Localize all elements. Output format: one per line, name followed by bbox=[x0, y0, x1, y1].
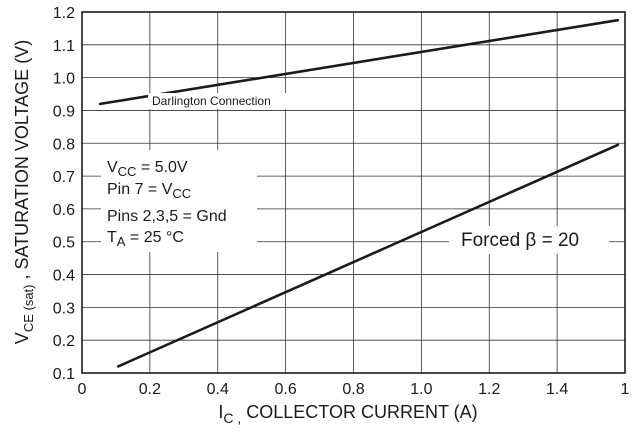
y-axis-tick-labels: 0.1 0.2 0.3 0.4 0.5 0.6 0.7 0.8 0.9 1.0 1.1 1.2 bbox=[53, 5, 75, 383]
condition-pins: Pins 2,3,5 = Gnd bbox=[107, 208, 227, 225]
y-tick-label: 0.3 bbox=[53, 300, 75, 317]
y-axis-title: VCE (sat) , SATURATION VOLTAGE (V) bbox=[12, 40, 36, 344]
darlington-label-background bbox=[148, 93, 292, 109]
y-tick-label: 0.9 bbox=[53, 103, 75, 120]
x-axis-title: IC , COLLECTOR CURRENT (A) bbox=[218, 402, 477, 426]
condition-pin7: Pin 7 = VCC bbox=[107, 181, 191, 201]
condition-vcc: VCC = 5.0V bbox=[107, 159, 188, 179]
y-tick-label: 0.2 bbox=[53, 333, 75, 350]
y-tick-label: 1.1 bbox=[53, 38, 75, 55]
y-tick-label: 0.5 bbox=[53, 235, 75, 252]
x-tick-label: 1.2 bbox=[478, 381, 500, 398]
y-axis-title-rest: , SATURATION VOLTAGE (V) bbox=[12, 40, 32, 285]
y-tick-label: 0.8 bbox=[53, 136, 75, 153]
forced-beta-label: Forced β = 20 bbox=[461, 230, 579, 251]
x-axis-tick-labels: 0 0.2 0.4 0.6 0.8 1.0 1.2 1.4 1 bbox=[78, 381, 630, 398]
x-tick-label: 1 bbox=[621, 381, 630, 398]
conditions-box-background bbox=[101, 150, 257, 252]
y-axis-title-main: V bbox=[12, 332, 32, 344]
darlington-connection-label: Darlington Connection bbox=[152, 94, 271, 108]
y-tick-label: 0.7 bbox=[53, 169, 75, 186]
x-tick-label: 0.4 bbox=[207, 381, 229, 398]
x-tick-label: 0.8 bbox=[342, 381, 364, 398]
conditions-box: VCC = 5.0V Pin 7 = VCC Pins 2,3,5 = Gnd … bbox=[107, 159, 227, 249]
x-tick-label: 0.6 bbox=[275, 381, 297, 398]
x-tick-label: 1.0 bbox=[410, 381, 432, 398]
y-tick-label: 1.0 bbox=[53, 71, 75, 88]
forced-beta-label-background bbox=[449, 226, 609, 254]
condition-ta-main: T bbox=[107, 229, 117, 246]
series-lines bbox=[98, 18, 620, 368]
y-tick-label: 0.1 bbox=[53, 366, 75, 383]
y-tick-label: 0.6 bbox=[53, 202, 75, 219]
condition-pin7-main: Pin 7 = V bbox=[107, 181, 173, 198]
condition-vcc-sub: CC bbox=[118, 164, 137, 179]
x-tick-label: 0.2 bbox=[139, 381, 161, 398]
y-tick-label: 0.4 bbox=[53, 268, 75, 285]
y-tick-label: 1.2 bbox=[53, 5, 75, 22]
darlington-connection-line bbox=[98, 18, 620, 106]
x-axis-title-sub: C , bbox=[223, 410, 241, 426]
condition-ta-rest: = 25 °C bbox=[125, 229, 183, 246]
condition-vcc-main: V bbox=[107, 159, 118, 176]
y-axis-title-sub: CE (sat) bbox=[21, 285, 36, 333]
condition-pin7-sub: CC bbox=[172, 186, 191, 201]
condition-ta: TA = 25 °C bbox=[107, 229, 184, 249]
forced-beta-line bbox=[116, 143, 620, 368]
condition-ta-sub: A bbox=[117, 234, 126, 249]
condition-vcc-rest: = 5.0V bbox=[136, 159, 187, 176]
x-axis-title-rest: COLLECTOR CURRENT (A) bbox=[241, 402, 477, 422]
plot-frame bbox=[81, 11, 626, 374]
x-tick-label: 1.4 bbox=[546, 381, 568, 398]
x-tick-label: 0 bbox=[78, 381, 87, 398]
x-axis-title-main: I bbox=[218, 402, 223, 422]
